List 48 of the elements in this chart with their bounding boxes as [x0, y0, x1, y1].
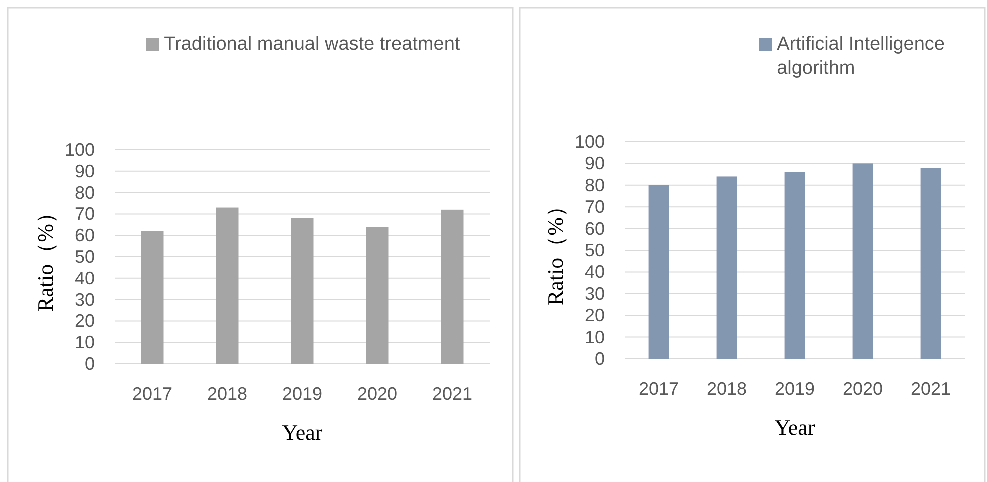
y-tick-label: 0 [594, 349, 605, 369]
y-tick-label: 90 [584, 154, 605, 174]
y-tick-label: 0 [84, 354, 95, 374]
y-tick-label: 90 [74, 161, 95, 182]
y-tick-label: 70 [74, 204, 95, 224]
y-tick-label: 70 [584, 197, 605, 218]
y-tick-label: 80 [584, 175, 605, 196]
bar [920, 168, 942, 359]
x-tick-label: 2017 [638, 379, 680, 399]
x-tick-label: 2017 [132, 384, 173, 404]
x-axis-title: Year [282, 420, 324, 445]
x-tick-label: 2018 [207, 384, 248, 404]
bar [366, 227, 389, 364]
bar [291, 218, 314, 364]
y-tick-label: 10 [74, 332, 95, 353]
x-tick-label: 2020 [842, 379, 884, 399]
y-tick-label: 100 [64, 140, 95, 160]
y-tick-label: 10 [584, 327, 605, 348]
x-tick-label: 2021 [432, 384, 473, 404]
y-tick-label: 80 [74, 182, 95, 203]
bar [784, 172, 806, 359]
y-tick-label: 40 [584, 262, 605, 282]
legend-label: Artificial Intelligence algorithm [777, 34, 945, 79]
y-axis-title: Ratio（%） [543, 196, 568, 306]
y-tick-label: 30 [74, 290, 95, 310]
bar [716, 176, 738, 359]
x-axis-title: Year [774, 415, 816, 440]
bar [216, 208, 239, 364]
bar [648, 185, 670, 359]
y-tick-label: 50 [584, 240, 605, 260]
y-tick-label: 60 [584, 218, 605, 239]
y-tick-label: 100 [574, 132, 605, 152]
bar [852, 164, 874, 359]
x-tick-label: 2019 [282, 384, 323, 404]
y-tick-label: 60 [74, 226, 95, 246]
y-tick-label: 20 [584, 306, 605, 326]
x-tick-label: 2018 [706, 379, 748, 399]
y-axis-title: Ratio（%） [33, 202, 58, 312]
bar [141, 231, 164, 364]
legend-label: Traditional manual waste treatment [164, 34, 461, 55]
x-tick-label: 2019 [774, 379, 816, 399]
y-tick-label: 30 [584, 284, 605, 304]
y-tick-label: 40 [74, 268, 95, 288]
x-tick-label: 2020 [357, 384, 398, 404]
y-tick-label: 20 [74, 311, 95, 332]
y-tick-label: 50 [74, 247, 95, 267]
bar [441, 210, 464, 364]
x-tick-label: 2021 [910, 379, 952, 399]
